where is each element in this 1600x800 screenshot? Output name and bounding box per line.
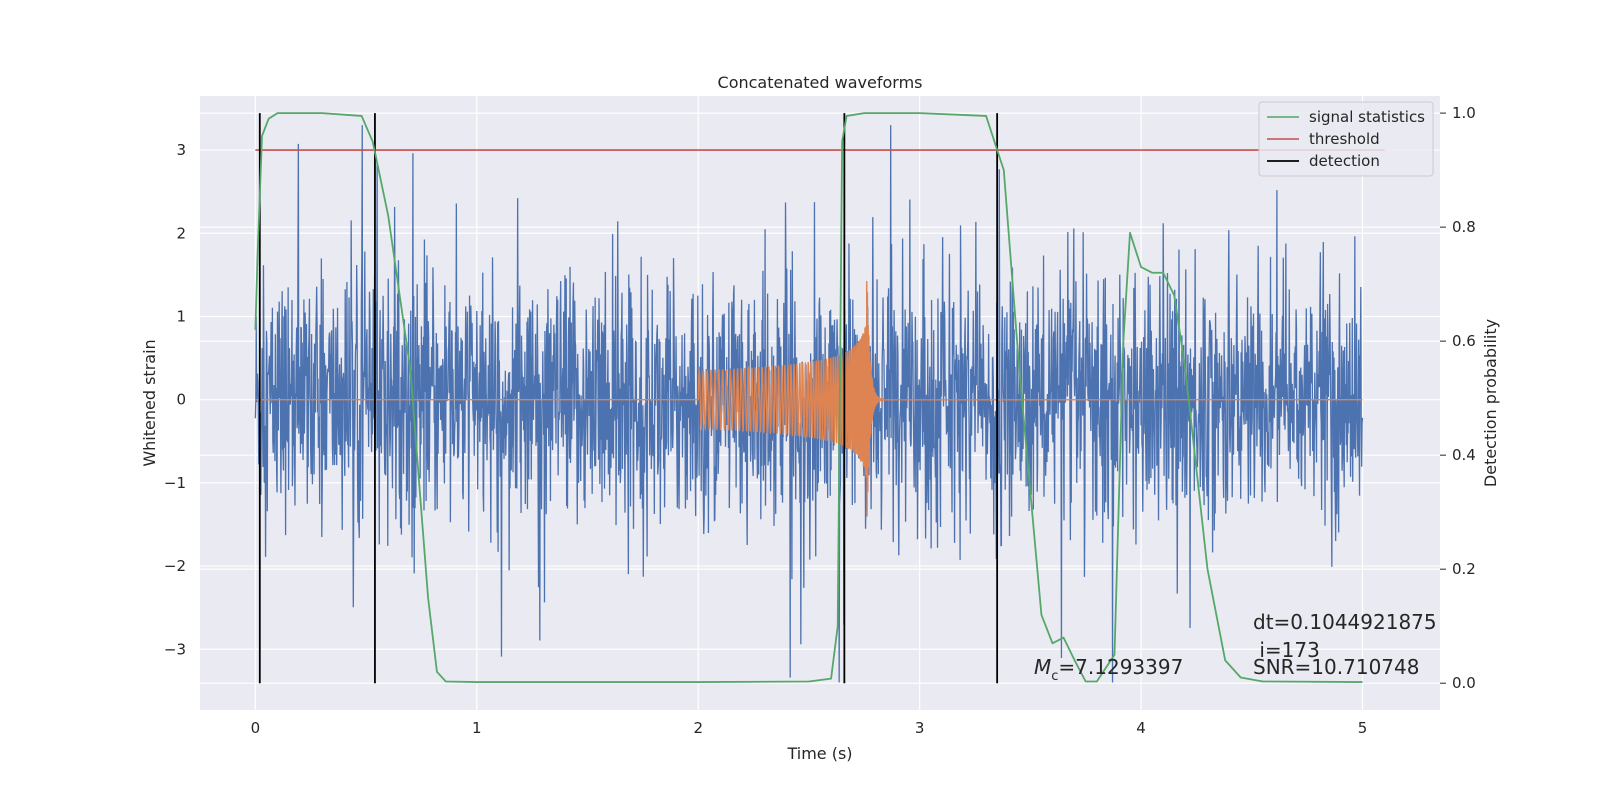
y2-tick-label: 0.4	[1452, 446, 1476, 464]
y-tick-label: 3	[176, 141, 186, 159]
y2-tick-label: 0.6	[1452, 332, 1476, 350]
x-axis-label: Time (s)	[786, 744, 852, 763]
legend-label-detection: detection	[1309, 152, 1380, 170]
legend-box	[1258, 101, 1434, 177]
y-tick-label: −2	[164, 557, 186, 575]
legend: signal statistics threshold detection	[1258, 101, 1434, 177]
annotation-chirp-mass-symbol: M	[1034, 655, 1051, 679]
signal-statistics-line	[254, 112, 1363, 683]
chirp-template-line	[255, 281, 1363, 517]
y-axis-label: Whitened strain	[140, 339, 159, 466]
y2-tick-label: 0.8	[1452, 218, 1476, 236]
y-tick-label: −1	[164, 474, 186, 492]
chart-title: Concatenated waveforms	[718, 73, 923, 92]
y-tick-label: 2	[176, 224, 186, 242]
y-tick-label: 0	[176, 391, 186, 409]
legend-label-threshold: threshold	[1309, 130, 1380, 148]
y2-tick-label: 0.2	[1452, 560, 1476, 578]
legend-label-signal-statistics: signal statistics	[1309, 108, 1425, 126]
x-tick-label: 1	[472, 719, 482, 737]
x-tick-label: 0	[251, 719, 261, 737]
annotation-snr: SNR=10.710748	[1253, 655, 1419, 679]
x-tick-label: 3	[915, 719, 925, 737]
y2-axis-label: Detection probability	[1481, 319, 1500, 487]
y2-tick-label: 1.0	[1452, 104, 1476, 122]
annotation-i: i=173	[1253, 638, 1320, 662]
series-layer	[254, 112, 1385, 684]
y-tick-label: −3	[164, 640, 186, 658]
annotation-chirp-mass: Mc=7.1293397	[1034, 655, 1183, 684]
annotation-dt: dt=0.1044921875	[1253, 610, 1437, 634]
annotation-chirp-mass-subscript: c	[1051, 669, 1058, 684]
x-tick-label: 5	[1358, 719, 1368, 737]
x-tick-label: 2	[693, 719, 703, 737]
y2-tick-label: 0.0	[1452, 674, 1476, 692]
x-tick-label: 4	[1136, 719, 1146, 737]
annotation-chirp-mass-value: =7.1293397	[1058, 655, 1183, 679]
ticks: 0 1 2 3 4 5 −3 −2 −1 0 1 2 3 0.0 0.2 0.4 0.6 0.8 1.0	[164, 104, 1476, 737]
y-tick-label: 1	[176, 307, 186, 325]
